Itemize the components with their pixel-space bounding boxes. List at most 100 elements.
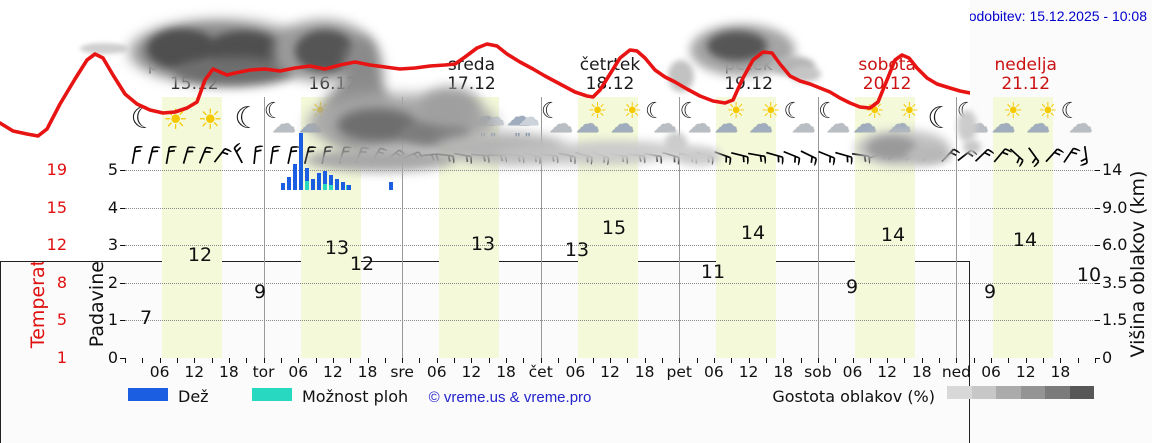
x-axis-tick [402,358,404,363]
x-axis-tick [627,358,629,363]
temperature-value-label: 14 [1012,229,1038,251]
x-axis-day-label: tor [252,363,275,381]
temp-axis-tick-label: 12 [46,235,67,254]
x-axis-tick [1077,358,1079,363]
x-axis-hour-label: 18 [357,363,378,381]
cloud-density-swatch [947,386,972,399]
weather-icon-moon-cloud: ☾☁ [784,100,818,144]
grid-line [125,170,1095,171]
x-axis-tick [523,358,525,363]
x-axis-tick [298,358,300,363]
day-separator-line [817,97,819,358]
day-name: nedelja [994,55,1057,75]
x-axis-tick [1025,358,1027,363]
x-axis-tick [800,358,802,363]
moon-icon: ☾ [783,99,804,124]
temp-axis-tick-label: 5 [56,310,67,329]
x-axis-hour-label: 18 [219,363,239,381]
left-axis-tick [120,357,125,359]
x-axis-hour-label: 18 [911,363,932,381]
sun-icon: ☀ [587,99,608,124]
weather-icon-moon-cloud: ☾☁ [264,100,298,144]
moon-icon: ☾ [818,99,838,124]
temperature-value-label: 9 [845,276,859,298]
x-axis-hour-label: 12 [738,363,759,381]
wind-barb-icon [986,141,1014,169]
temperature-value-label: 13 [564,239,590,261]
copyright-link[interactable]: © vreme.us & vreme.pro [428,389,592,406]
precip-axis-tick-label: 2 [107,272,118,292]
right-axis-tick [1095,207,1100,209]
precip-axis-tick-label: 1 [107,310,118,329]
temperature-value-label: 10 [1076,264,1102,286]
x-axis-tick [540,358,542,363]
wind-barb-icon [813,142,839,168]
x-axis-tick [471,358,473,363]
x-axis-day-label: čet [528,363,553,381]
x-axis-tick [661,358,663,363]
cloud-icon: ☁ [748,110,773,138]
cloud-icon: ☁ [1068,110,1093,138]
cloud-density-legend-label: Gostota oblakov (%) [772,387,935,406]
x-axis-tick [1043,358,1045,363]
weather-icon-sun-cloud: ☀☁ [991,100,1025,144]
sun-icon: ☀ [899,99,920,124]
grid-line [125,282,1095,284]
moon-icon: ☾ [263,99,284,124]
x-axis-tick [142,358,144,363]
x-axis-hour-label: 18 [634,363,655,381]
cloud-height-axis-tick-label: 1.5 [1102,310,1128,329]
x-axis-day-label: sob [804,363,832,381]
left-axis-tick [120,170,125,171]
x-axis-tick [610,358,611,363]
x-axis-tick [1095,358,1096,363]
x-axis-hour-label: 12 [877,363,898,381]
temp-axis-tick-label: 19 [46,160,67,179]
x-axis-tick [315,358,317,363]
cloud-height-axis-tick-label: 14 [1102,160,1123,179]
temperature-value-label: 12 [187,244,213,266]
x-axis-tick [939,358,941,363]
x-axis-tick [921,358,923,363]
temperature-value-label: 14 [740,222,766,244]
cloud-icon: ☁ [714,110,739,138]
cloud-density-gradient-bar [947,386,1094,399]
precip-axis-tick-label: 0 [107,347,118,367]
cloud-density-swatch [1020,386,1045,399]
x-axis-hour-label: 18 [496,363,516,381]
weather-icon-moon-cloud: ☾☁ [1061,100,1095,144]
moon-icon: ☾ [927,101,954,136]
temperature-value-label: 15 [601,217,627,239]
temperature-value-label: 14 [880,224,906,246]
x-axis-hour-label: 06 [288,363,309,381]
x-axis-tick [436,358,438,363]
sun-icon: ☀ [1038,99,1058,124]
x-axis-tick [696,358,698,363]
wind-barb-icon [278,143,302,167]
wind-barb-icon [1003,141,1031,169]
cloud-icon: ☁ [271,110,296,138]
x-axis-tick [228,358,230,363]
temperature-value-label: 9 [983,281,997,303]
wind-barb-icon [206,141,234,169]
x-axis-tick [887,358,889,363]
moon-icon: ☾ [679,99,700,124]
cloud-density-swatch [1045,386,1070,399]
cloud-icon: ☁ [852,110,877,138]
wind-barb-icon [1020,141,1048,169]
day-separator-line [540,97,542,358]
rain-legend-label: Dež [178,387,209,406]
right-axis-tick [1095,320,1100,321]
x-axis-tick [506,358,508,363]
wind-barb-icon [244,144,266,166]
x-axis-tick [1060,358,1062,363]
x-axis-tick [765,358,767,363]
x-axis-day-label: ned [941,363,972,381]
x-axis-tick [159,358,161,363]
cloud-icon: ☁ [549,110,574,138]
x-axis-hour-label: 06 [565,363,586,381]
right-axis-tick [1095,170,1100,171]
cloud-icon: ☁ [991,110,1016,138]
x-axis-tick [419,358,421,363]
grid-line [125,207,1095,209]
